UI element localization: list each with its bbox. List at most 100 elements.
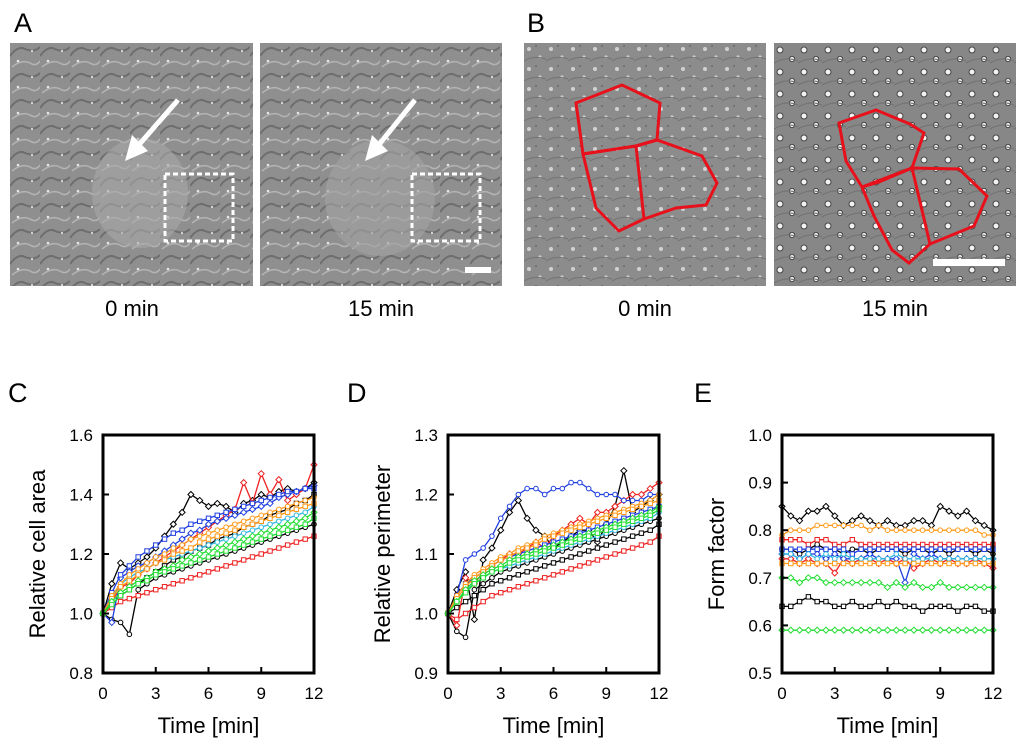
data-point — [542, 563, 548, 569]
data-point — [831, 578, 839, 587]
chart-e: 0.5 0.6 0.7 0.8 0.9 1.0 0 3 6 9 12 Time [min] Form f… — [690, 420, 1024, 745]
data-point — [454, 604, 460, 611]
data-point — [603, 542, 609, 548]
data-point — [612, 551, 618, 557]
data-point — [188, 575, 194, 581]
y-tick-label: 1.0 — [414, 605, 438, 624]
data-point — [240, 503, 247, 510]
data-point — [594, 545, 601, 551]
data-point — [946, 603, 952, 610]
data-point — [893, 527, 900, 533]
data-point — [276, 518, 282, 525]
data-point — [893, 560, 899, 567]
data-point — [621, 536, 627, 542]
data-point — [804, 507, 813, 515]
data-point — [787, 574, 795, 582]
data-point — [849, 522, 856, 529]
data-point — [629, 533, 636, 539]
data-point — [249, 521, 256, 527]
data-point — [249, 539, 256, 545]
series-green-2 — [778, 626, 997, 634]
data-point — [788, 603, 794, 610]
data-point — [205, 536, 212, 542]
x-tick-label: 9 — [936, 684, 945, 703]
data-point — [284, 503, 291, 510]
caption-b-15min: 15 min — [861, 296, 929, 321]
data-point — [126, 563, 133, 569]
data-point — [936, 502, 944, 511]
data-point — [187, 490, 195, 499]
data-point — [533, 578, 539, 584]
series-blue-2 — [779, 546, 996, 557]
data-point — [506, 560, 513, 566]
data-point — [804, 626, 813, 634]
data-point — [823, 598, 829, 605]
data-point — [796, 546, 803, 552]
data-point — [240, 530, 247, 536]
data-point — [144, 578, 150, 584]
data-point — [302, 521, 308, 527]
data-point — [876, 598, 882, 605]
data-point — [814, 541, 820, 548]
data-point — [831, 569, 839, 577]
x-axis-label: Time [min] — [158, 713, 260, 738]
data-point — [795, 626, 804, 634]
data-point — [883, 516, 892, 525]
data-point — [498, 589, 504, 596]
data-point — [188, 521, 194, 527]
data-point — [489, 592, 495, 599]
data-point — [577, 479, 583, 486]
y-tick-label: 0.7 — [748, 569, 772, 588]
data-point — [161, 557, 168, 563]
data-point — [197, 572, 203, 578]
data-point — [470, 615, 479, 624]
data-point — [489, 569, 495, 575]
micrograph-b-15min — [774, 43, 1016, 286]
data-point — [867, 560, 873, 567]
data-point — [196, 550, 204, 558]
data-point — [196, 496, 204, 505]
data-point — [239, 508, 248, 517]
data-point — [135, 586, 141, 593]
data-point — [116, 559, 125, 567]
data-point — [523, 514, 531, 523]
data-point — [892, 578, 900, 587]
data-point — [153, 542, 159, 548]
data-point — [927, 583, 936, 592]
data-point — [884, 560, 891, 567]
data-point — [858, 560, 864, 567]
data-point — [187, 529, 195, 537]
data-point — [911, 603, 917, 610]
data-point — [179, 563, 185, 569]
data-point — [980, 521, 988, 530]
data-point — [840, 546, 847, 552]
data-point — [276, 512, 282, 519]
data-point — [524, 581, 530, 587]
data-point — [805, 594, 812, 600]
data-point — [919, 527, 926, 533]
data-point — [302, 485, 308, 492]
data-point — [153, 587, 159, 593]
data-point — [972, 541, 979, 548]
data-point — [152, 554, 159, 560]
data-point — [524, 545, 530, 551]
data-point — [222, 514, 230, 523]
data-point — [568, 539, 574, 545]
data-point — [178, 556, 186, 564]
data-point — [892, 626, 900, 634]
data-point — [954, 512, 962, 520]
data-point — [532, 526, 540, 534]
data-point — [197, 518, 203, 524]
data-point — [480, 598, 486, 605]
data-point — [823, 537, 829, 543]
panel-label-a: A — [14, 8, 33, 38]
data-point — [849, 551, 856, 557]
data-point — [275, 475, 283, 484]
data-point — [927, 626, 936, 634]
data-point — [647, 527, 653, 533]
data-point — [257, 490, 265, 499]
data-point — [559, 530, 565, 536]
data-point — [858, 522, 864, 529]
data-point — [276, 506, 282, 513]
data-point — [515, 491, 522, 498]
